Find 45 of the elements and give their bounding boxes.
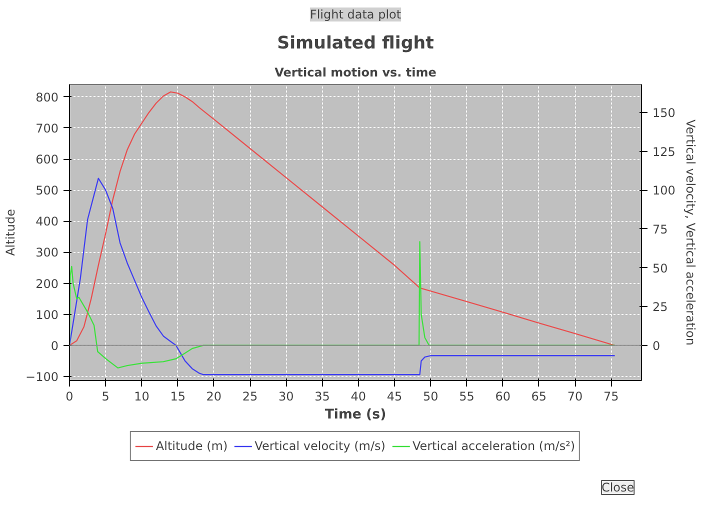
legend-label: Altitude (m) [156, 439, 228, 453]
y-tick-label: 600 [36, 152, 58, 167]
y-tick-label: 700 [36, 121, 58, 136]
y-axis-title: Altitude [4, 209, 18, 256]
y2-tick-label: 0 [652, 338, 660, 353]
y-tick-label: 300 [36, 246, 58, 260]
x-tick-label: 5 [102, 390, 110, 404]
x-tick-label: 50 [422, 390, 438, 404]
legend-label: Vertical velocity (m/s) [254, 439, 386, 453]
y2-tick-label: 125 [652, 144, 676, 159]
x-tick-label: 45 [386, 390, 402, 404]
x-tick-label: 30 [278, 390, 294, 404]
x-tick-label: 70 [567, 390, 583, 404]
legend-label: Vertical acceleration (m/s²) [412, 439, 576, 453]
line-series [70, 178, 616, 376]
y2-tick-label: 25 [652, 300, 668, 314]
x-tick-label: 25 [242, 390, 258, 404]
x-tick-label: 20 [206, 390, 222, 404]
x-axis-title: Time (s) [324, 408, 386, 422]
y-tick-label: 0 [50, 338, 59, 353]
x-tick-label: 55 [459, 390, 474, 404]
y2-tick-label: 50 [652, 261, 668, 276]
x-tick-label: 10 [134, 390, 150, 404]
y2-tick-label: 100 [652, 184, 676, 198]
text: Flight data plot [310, 8, 402, 22]
chart-subtitle: Vertical motion vs. time [274, 66, 436, 80]
line-series [70, 91, 616, 346]
y-tick-label: 400 [36, 214, 58, 229]
x-tick-label: 35 [314, 390, 330, 404]
y-tick-label: −100 [26, 370, 59, 384]
text: Close [601, 480, 634, 494]
x-tick-label: 65 [531, 390, 547, 404]
y-tick-label: 800 [36, 90, 58, 104]
x-tick-label: 15 [170, 390, 186, 404]
y-tick-label: 500 [36, 184, 58, 198]
y2-tick-label: 150 [652, 106, 676, 120]
y-tick-label: 200 [36, 276, 58, 291]
x-tick-label: 0 [66, 390, 74, 404]
y2-tick-label: 75 [652, 222, 668, 236]
x-tick-label: 40 [350, 390, 366, 404]
y-tick-label: 100 [36, 308, 58, 322]
x-tick-label: 75 [604, 390, 619, 404]
y2-axis-title: Vertical velocity, Vertical acceleration [683, 120, 698, 346]
chart-title: Simulated flight [277, 34, 434, 54]
x-tick-label: 60 [495, 390, 510, 404]
